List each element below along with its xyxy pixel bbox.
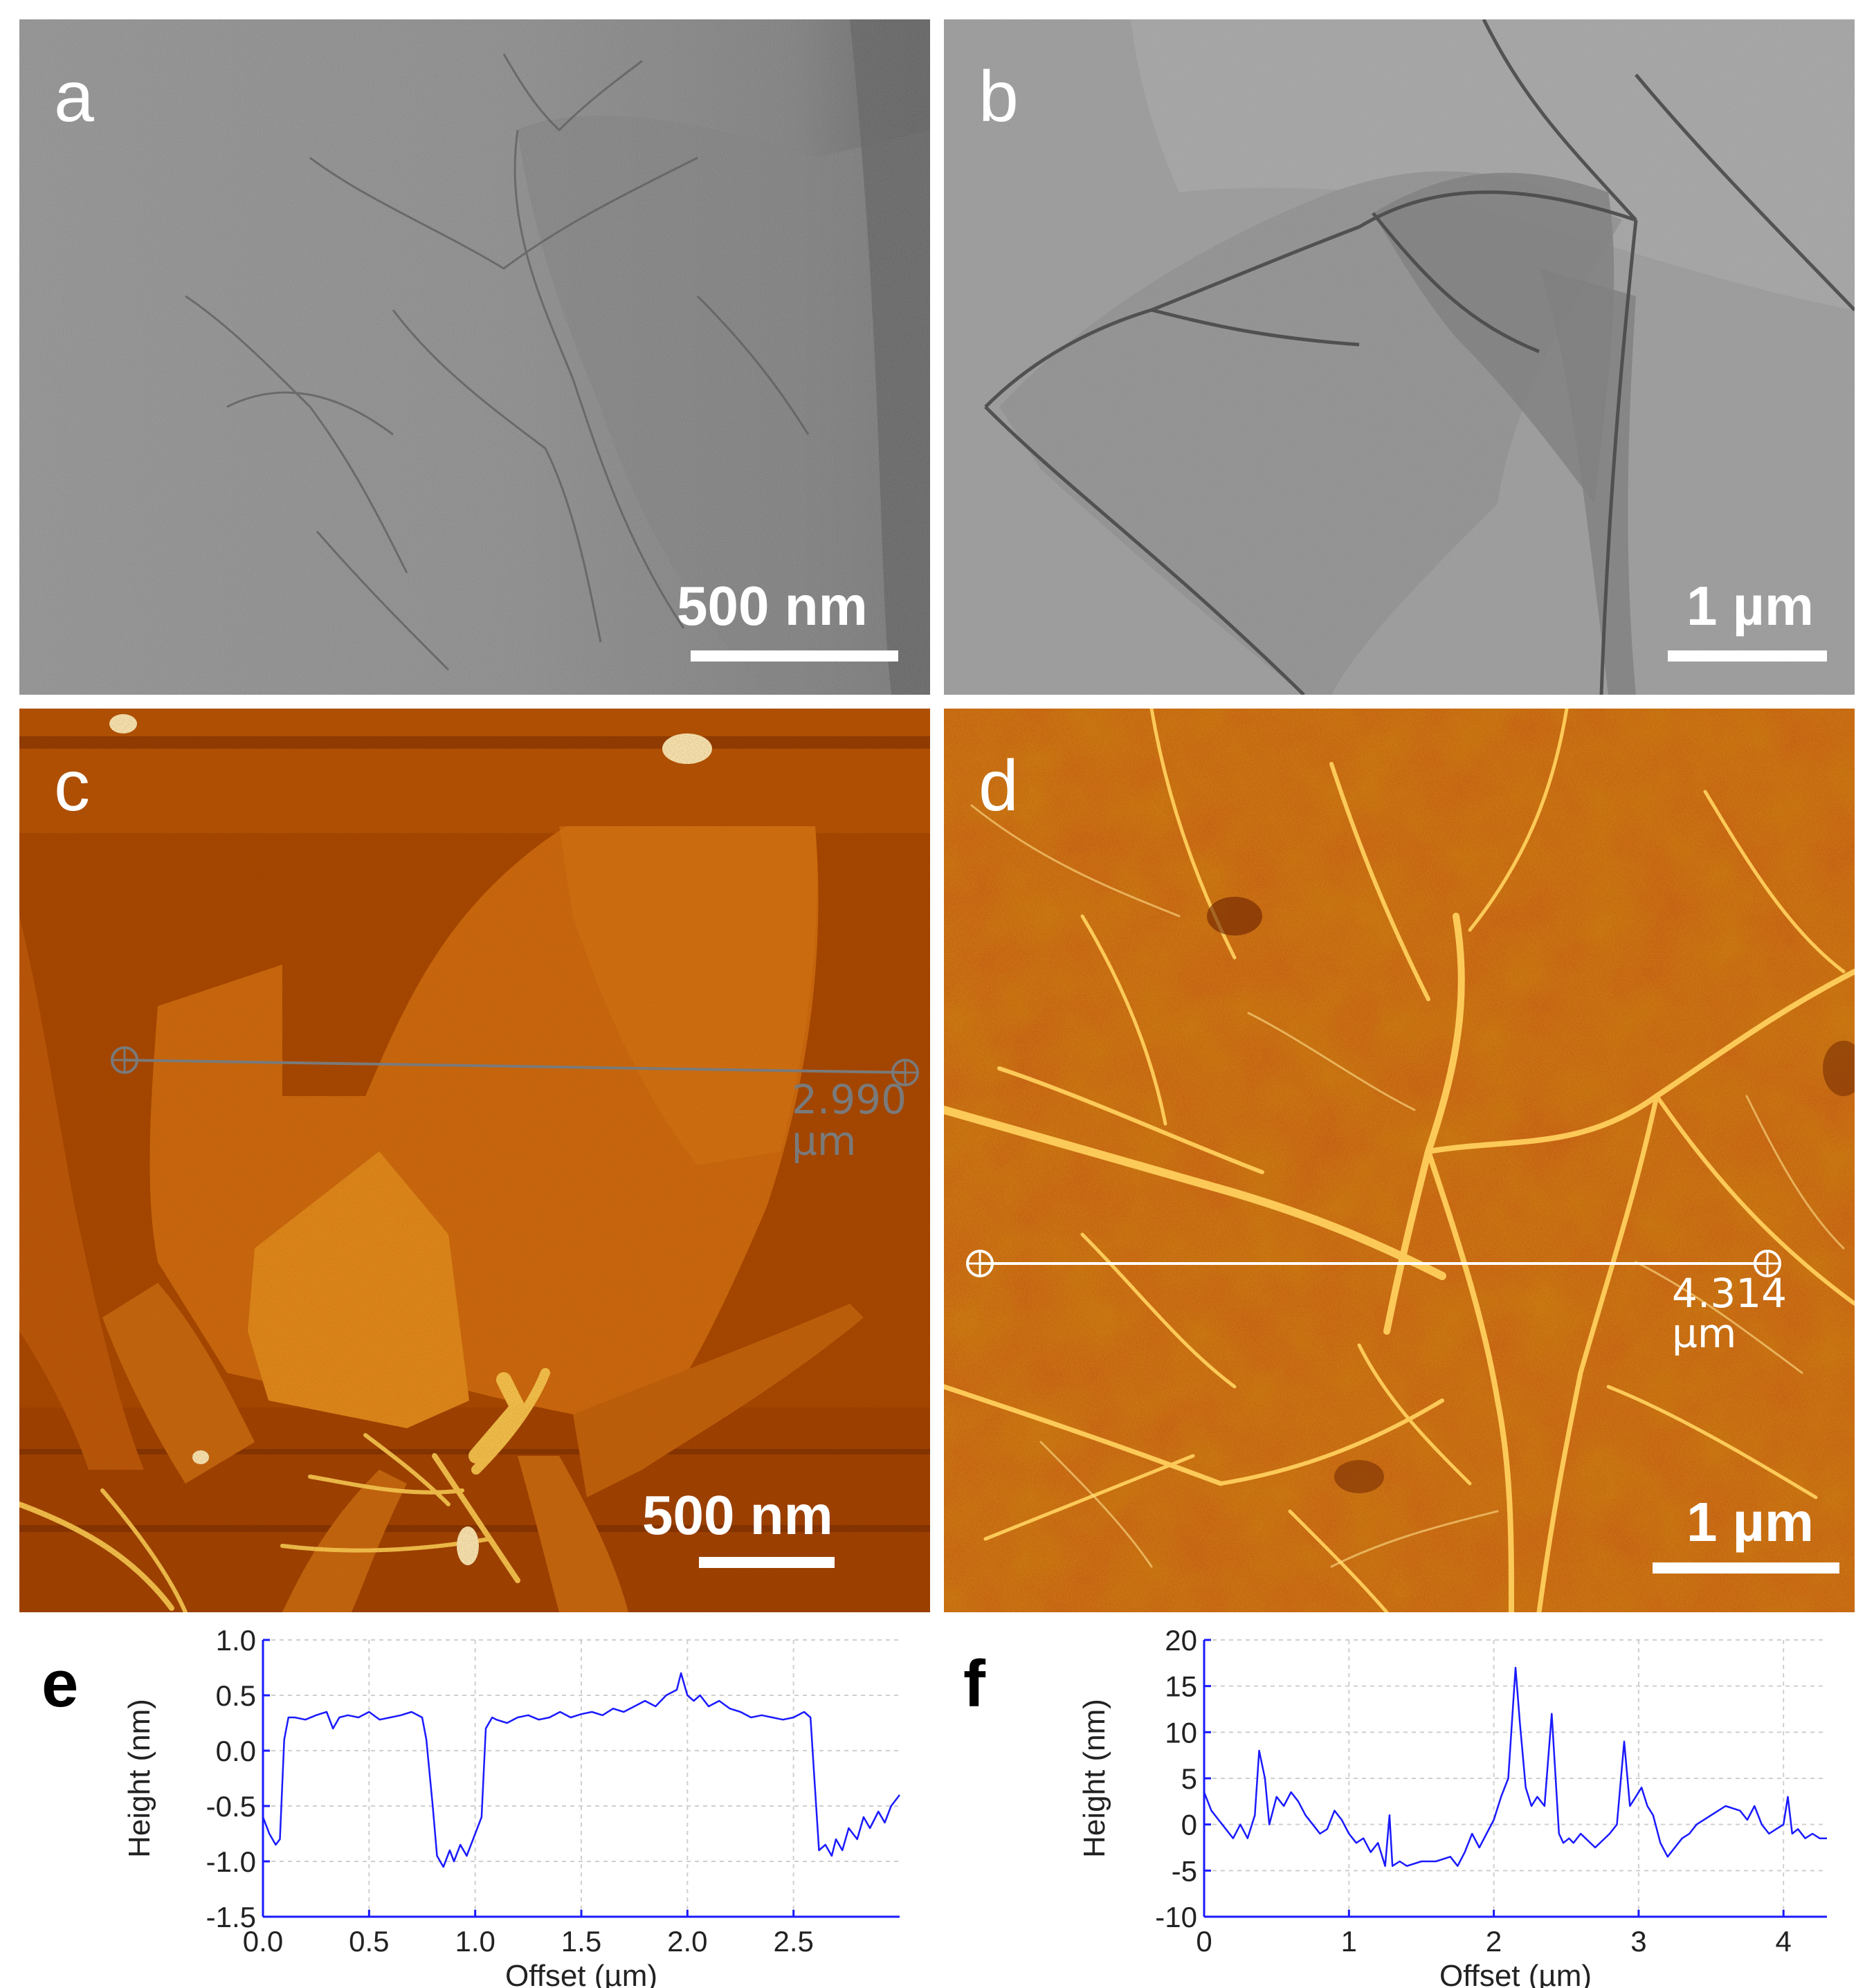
scale-bar-c [699, 1557, 835, 1568]
panel-b-tem-image: b 1 µm [944, 19, 1855, 695]
x-tick-label: 1.0 [455, 1925, 495, 1958]
profile-line-c[interactable] [111, 1046, 919, 1086]
scale-label-d: 1 µm [1686, 1491, 1814, 1553]
y-tick-label: -5 [1172, 1854, 1197, 1887]
panel-letter-a: a [54, 57, 94, 137]
y-tick-label: 20 [1165, 1626, 1197, 1657]
panel-letter-d: d [979, 746, 1019, 826]
measure-unit-c: µm [792, 1118, 857, 1165]
afm-image-c [19, 709, 930, 1612]
tem-image-b [944, 19, 1855, 695]
y-tick-label: 10 [1165, 1716, 1197, 1749]
x-axis-label: Offset (µm) [1439, 1959, 1592, 1988]
scale-label-b: 1 µm [1686, 575, 1814, 637]
scale-label-c: 500 nm [642, 1484, 833, 1546]
y-axis-label: Height (nm) [122, 1699, 156, 1858]
measure-value-d: 4.314 µm [1672, 1270, 1787, 1357]
panel-letter-e: e [42, 1647, 79, 1721]
panel-letter-f: f [963, 1647, 985, 1721]
y-tick-label: -1.0 [206, 1845, 256, 1878]
y-tick-label: 0.0 [216, 1735, 256, 1767]
y-tick-label: 1.0 [216, 1626, 256, 1657]
y-tick-label: 5 [1181, 1762, 1197, 1795]
height-profile-chart-e: 0.0 0.5 1.0 1.5 2.0 2.5 1.0 0.5 0.0 -0.5 -1.0 -1.5 O… [122, 1626, 900, 1988]
panel-letter-c: c [54, 746, 90, 826]
x-tick-label: 1.5 [561, 1925, 601, 1958]
y-tick-label: 0.5 [216, 1679, 256, 1712]
x-tick-label: 1 [1341, 1925, 1357, 1958]
x-tick-label: 3 [1630, 1925, 1646, 1958]
grid-lines [1203, 1639, 1827, 1917]
scale-label-a: 500 nm [677, 575, 868, 637]
panel-a-tem-image: a 500 nm [19, 19, 930, 695]
y-tick-label: -10 [1155, 1901, 1197, 1933]
x-tick-label: 0.0 [243, 1925, 283, 1958]
panel-c-afm-image: c 2.990 µm 500 nm [19, 709, 930, 1612]
measure-value-c: 2.990 [792, 1076, 907, 1123]
height-profile-chart-f: 0 1 2 3 4 20 15 10 5 0 -5 -10 Offset (µm) Height (nm) [1077, 1626, 1827, 1988]
x-tick-label: 4 [1776, 1925, 1792, 1958]
x-tick-label: 2.5 [773, 1925, 813, 1958]
x-tick-label: 0.5 [349, 1925, 389, 1958]
scale-bar-b [1668, 650, 1827, 662]
y-tick-label: 0 [1181, 1809, 1197, 1841]
x-axis-label: Offset (µm) [505, 1959, 657, 1988]
panel-letter-b: b [979, 57, 1019, 137]
series-line-0 [262, 1672, 900, 1868]
x-tick-label: 0 [1196, 1925, 1212, 1958]
series-line-0 [1203, 1666, 1827, 1867]
y-axis-label: Height (nm) [1077, 1699, 1111, 1858]
panel-d-afm-image: d 4.314 µm 1 µm [944, 709, 1855, 1612]
y-tick-label: -1.5 [206, 1901, 256, 1933]
y-tick-label: 15 [1165, 1670, 1197, 1703]
scale-bar-a [691, 650, 898, 662]
afm-image-d [944, 709, 1855, 1612]
scale-bar-d [1653, 1562, 1839, 1574]
y-tick-label: -0.5 [206, 1790, 256, 1823]
x-tick-label: 2.0 [667, 1925, 707, 1958]
tem-image-a [19, 19, 930, 695]
x-tick-label: 2 [1486, 1925, 1502, 1958]
profile-line-d[interactable] [966, 1250, 1781, 1277]
grid-lines [262, 1639, 900, 1917]
